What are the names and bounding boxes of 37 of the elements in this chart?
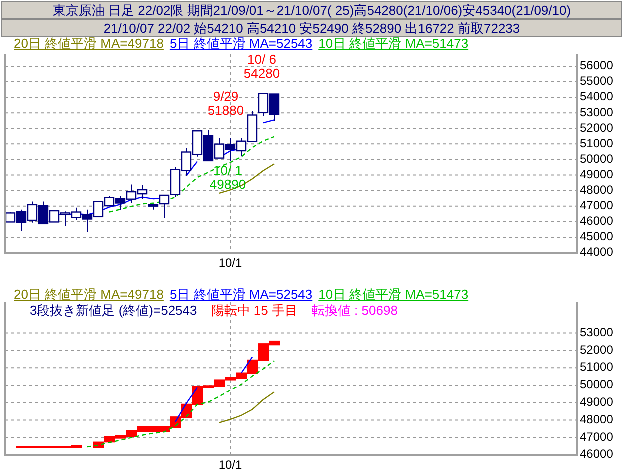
y-tick-label: 55000 [580,74,614,88]
y-tick-label: 48000 [580,182,614,197]
annotation: 10/ 6 54280 [244,52,280,81]
y-tick-label: 50000 [580,152,614,166]
y-tick-label: 52000 [580,120,614,135]
y-tick-label: 53000 [580,105,614,120]
y-tick-label: 44000 [580,245,614,260]
y-tick-label: 54000 [580,90,614,104]
annotation: 陽転中 15 手目 [211,303,298,318]
y-tick-label: 51000 [580,136,614,150]
text: 5日 終値平滑 MA=52543 [170,287,313,302]
y-tick-label: 48000 [580,412,614,426]
annotation: 転換値 : 50698 [312,303,398,318]
y-tick-label: 51000 [580,360,614,374]
x-tick-label: 10/1 [218,256,242,270]
text: 20日 終値平滑 MA=49718 [14,36,164,51]
annotation: 10/ 1 49890 [210,163,246,192]
y-tick-label: 53000 [580,325,614,340]
annotation: 9/29 51880 [208,89,244,118]
text: 5日 終値平滑 MA=52543 [170,36,313,51]
y-tick-label: 46000 [580,214,614,228]
chart-title: 東京原油 日足 22/02限 期間21/09/01～21/10/07( 25)高54280(21/10/06)安45340(21/09/10) [52,3,572,18]
y-tick-label: 56000 [580,58,614,73]
text: 10日 終値平滑 MA=51473 [318,287,469,302]
x-tick-label: 10/1 [218,458,242,472]
y-tick-label: 46000 [580,447,614,462]
text: 10日 終値平滑 MA=51473 [318,36,469,51]
annotation: 3段抜き新値足 (終値)=52543 [30,303,198,318]
y-tick-label: 50000 [580,378,614,392]
chart-subtitle: 21/10/07 22/02 始54210 高54210 安52490 終52890 出16722 前取72233 [104,21,520,36]
y-tick-label: 49000 [580,395,614,410]
y-tick-label: 52000 [580,342,614,357]
text: 20日 終値平滑 MA=49718 [14,287,164,302]
y-tick-label: 47000 [580,198,614,213]
y-tick-label: 47000 [580,430,614,444]
y-tick-label: 49000 [580,167,614,182]
y-tick-label: 45000 [580,230,614,244]
